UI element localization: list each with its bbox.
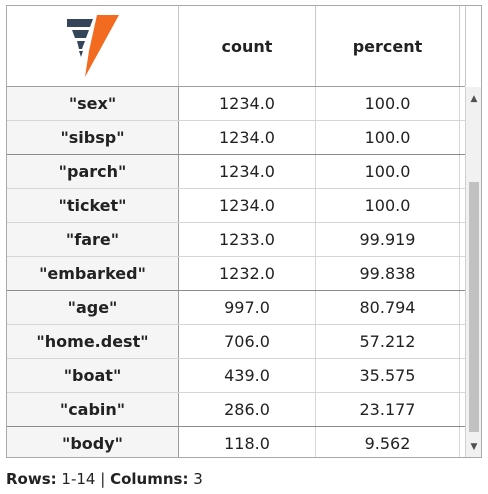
logo-cell <box>7 6 179 86</box>
table-row: "embarked" 1232.0 99.838 <box>7 257 465 291</box>
table-row: "ticket" 1234.0 100.0 <box>7 189 465 223</box>
percent-cell: 99.838 <box>316 257 460 290</box>
footer-divider: | <box>100 470 106 488</box>
columns-label: Columns: <box>110 470 189 488</box>
count-cell: 1234.0 <box>179 87 316 120</box>
table-row: "sex" 1234.0 100.0 <box>7 87 465 121</box>
percent-cell: 100.0 <box>316 121 460 154</box>
row-label: "cabin" <box>7 393 179 426</box>
percent-cell: 80.794 <box>316 291 460 324</box>
column-header-count[interactable]: count <box>179 6 316 86</box>
count-cell: 1234.0 <box>179 189 316 222</box>
count-cell: 706.0 <box>179 325 316 358</box>
data-table: count percent "sex" 1234.0 100.0 "sibsp"… <box>6 5 482 458</box>
triangle-up-icon[interactable]: ▲ <box>470 94 478 104</box>
column-header-percent[interactable]: percent <box>316 6 460 86</box>
header-corner <box>465 6 481 86</box>
table-row: "age" 997.0 80.794 <box>7 291 465 325</box>
row-label: "embarked" <box>7 257 179 290</box>
rows-label: Rows: <box>6 470 57 488</box>
percent-cell: 9.562 <box>316 427 460 457</box>
table-row: "parch" 1234.0 100.0 <box>7 155 465 189</box>
row-label: "fare" <box>7 223 179 256</box>
brand-v-logo-icon <box>66 15 119 77</box>
row-label: "home.dest" <box>7 325 179 358</box>
vertical-scrollbar[interactable]: ▲ ▼ <box>465 87 481 457</box>
percent-cell: 100.0 <box>316 189 460 222</box>
count-cell: 1232.0 <box>179 257 316 290</box>
table-row: "sibsp" 1234.0 100.0 <box>7 121 465 155</box>
row-label: "age" <box>7 291 179 324</box>
count-cell: 1233.0 <box>179 223 316 256</box>
columns-value: 3 <box>193 470 203 488</box>
row-label: "parch" <box>7 155 179 188</box>
table-header: count percent <box>7 6 465 87</box>
percent-cell: 35.575 <box>316 359 460 392</box>
count-cell: 1234.0 <box>179 155 316 188</box>
count-cell: 439.0 <box>179 359 316 392</box>
rows-value: 1-14 <box>61 470 96 488</box>
row-label: "boat" <box>7 359 179 392</box>
percent-cell: 99.919 <box>316 223 460 256</box>
triangle-down-icon[interactable]: ▼ <box>470 442 478 452</box>
percent-cell: 100.0 <box>316 87 460 120</box>
count-cell: 1234.0 <box>179 121 316 154</box>
percent-cell: 57.212 <box>316 325 460 358</box>
table-row: "body" 118.0 9.562 <box>7 427 465 457</box>
table-footer: Rows: 1-14 | Columns: 3 <box>6 470 203 488</box>
row-label: "body" <box>7 427 179 457</box>
row-label: "sex" <box>7 87 179 120</box>
table-body: "sex" 1234.0 100.0 "sibsp" 1234.0 100.0 … <box>7 87 465 457</box>
count-cell: 286.0 <box>179 393 316 426</box>
percent-cell: 100.0 <box>316 155 460 188</box>
table-row: "boat" 439.0 35.575 <box>7 359 465 393</box>
table-row: "home.dest" 706.0 57.212 <box>7 325 465 359</box>
percent-cell: 23.177 <box>316 393 460 426</box>
scroll-thumb[interactable] <box>469 182 479 432</box>
row-label: "ticket" <box>7 189 179 222</box>
table-row: "fare" 1233.0 99.919 <box>7 223 465 257</box>
count-cell: 997.0 <box>179 291 316 324</box>
row-label: "sibsp" <box>7 121 179 154</box>
table-row: "cabin" 286.0 23.177 <box>7 393 465 427</box>
count-cell: 118.0 <box>179 427 316 457</box>
